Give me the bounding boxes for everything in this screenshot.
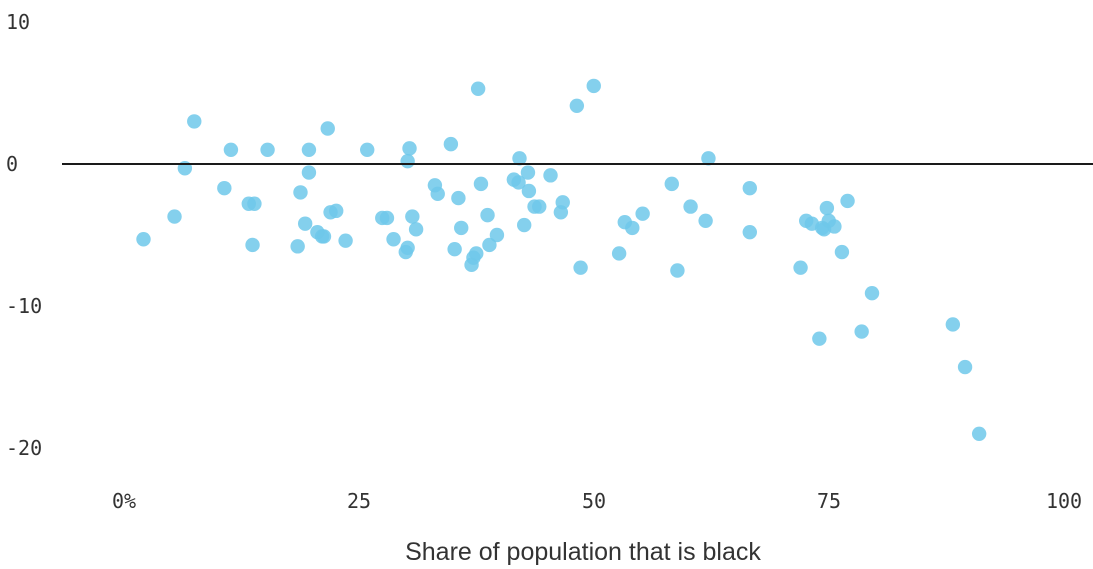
data-point bbox=[402, 141, 417, 156]
data-point bbox=[670, 263, 685, 278]
x-tick-label: 0% bbox=[112, 489, 136, 513]
data-point bbox=[430, 186, 445, 202]
data-point bbox=[290, 239, 305, 254]
data-point bbox=[625, 220, 640, 236]
data-point bbox=[834, 244, 850, 260]
data-point bbox=[945, 317, 961, 332]
x-axis-ticks: 0% 25 50 75 100 bbox=[112, 489, 1082, 513]
data-point bbox=[301, 142, 317, 157]
data-point bbox=[482, 237, 497, 253]
data-point bbox=[611, 246, 627, 261]
data-point bbox=[320, 121, 335, 136]
data-point bbox=[812, 331, 827, 346]
data-point bbox=[316, 229, 332, 244]
x-tick-label: 50 bbox=[582, 489, 606, 513]
data-point bbox=[223, 142, 239, 157]
data-point bbox=[301, 165, 317, 180]
data-point bbox=[573, 260, 588, 275]
data-point bbox=[405, 209, 420, 224]
data-point bbox=[245, 237, 260, 253]
data-point bbox=[260, 142, 275, 157]
data-point bbox=[386, 232, 401, 247]
y-axis-ticks: 10 0 -10 -20 bbox=[6, 10, 42, 460]
data-point bbox=[293, 185, 308, 200]
data-point bbox=[701, 151, 716, 166]
data-point bbox=[512, 151, 527, 166]
data-point bbox=[247, 196, 262, 211]
data-point bbox=[520, 165, 536, 180]
data-point bbox=[586, 78, 601, 94]
x-tick-label: 100 bbox=[1046, 489, 1082, 513]
data-point bbox=[971, 426, 987, 441]
data-point bbox=[819, 200, 835, 216]
data-point bbox=[635, 206, 650, 221]
data-point bbox=[469, 246, 484, 261]
data-point bbox=[473, 176, 489, 192]
x-tick-label: 75 bbox=[817, 489, 841, 513]
data-point bbox=[854, 324, 869, 339]
data-point bbox=[698, 213, 713, 228]
y-tick-label: 10 bbox=[6, 10, 30, 34]
data-point bbox=[379, 210, 395, 226]
data-point bbox=[329, 203, 344, 219]
data-point bbox=[864, 286, 880, 301]
data-point bbox=[217, 180, 232, 196]
data-point bbox=[555, 195, 570, 210]
data-point bbox=[447, 242, 462, 257]
data-point bbox=[957, 359, 973, 375]
data-point bbox=[793, 260, 808, 275]
x-tick-label: 25 bbox=[347, 489, 371, 513]
data-point bbox=[454, 220, 469, 236]
data-point bbox=[167, 209, 182, 224]
data-point bbox=[470, 81, 486, 96]
data-point bbox=[187, 114, 202, 129]
data-point bbox=[742, 180, 757, 196]
data-point bbox=[569, 98, 585, 113]
data-point bbox=[360, 142, 375, 157]
data-point bbox=[338, 233, 353, 248]
data-point bbox=[400, 240, 415, 255]
y-tick-label: -10 bbox=[6, 294, 42, 318]
data-point bbox=[742, 224, 757, 240]
data-point bbox=[840, 193, 855, 209]
data-point bbox=[532, 199, 547, 214]
data-point bbox=[136, 232, 151, 247]
data-point bbox=[517, 217, 532, 233]
data-point bbox=[683, 199, 698, 214]
data-point bbox=[827, 219, 842, 234]
data-point bbox=[664, 176, 679, 192]
data-point bbox=[443, 136, 459, 152]
data-points bbox=[136, 78, 987, 441]
data-point bbox=[543, 168, 558, 183]
data-point bbox=[521, 183, 537, 199]
data-point bbox=[451, 190, 466, 206]
data-point bbox=[297, 216, 313, 231]
data-point bbox=[489, 227, 505, 243]
data-point bbox=[400, 153, 415, 169]
y-tick-label: 0 bbox=[6, 152, 18, 176]
data-point bbox=[408, 222, 424, 237]
data-point bbox=[511, 175, 526, 190]
data-point bbox=[480, 207, 495, 223]
y-tick-label: -20 bbox=[6, 436, 42, 460]
x-axis-title: Share of population that is black bbox=[405, 538, 761, 566]
